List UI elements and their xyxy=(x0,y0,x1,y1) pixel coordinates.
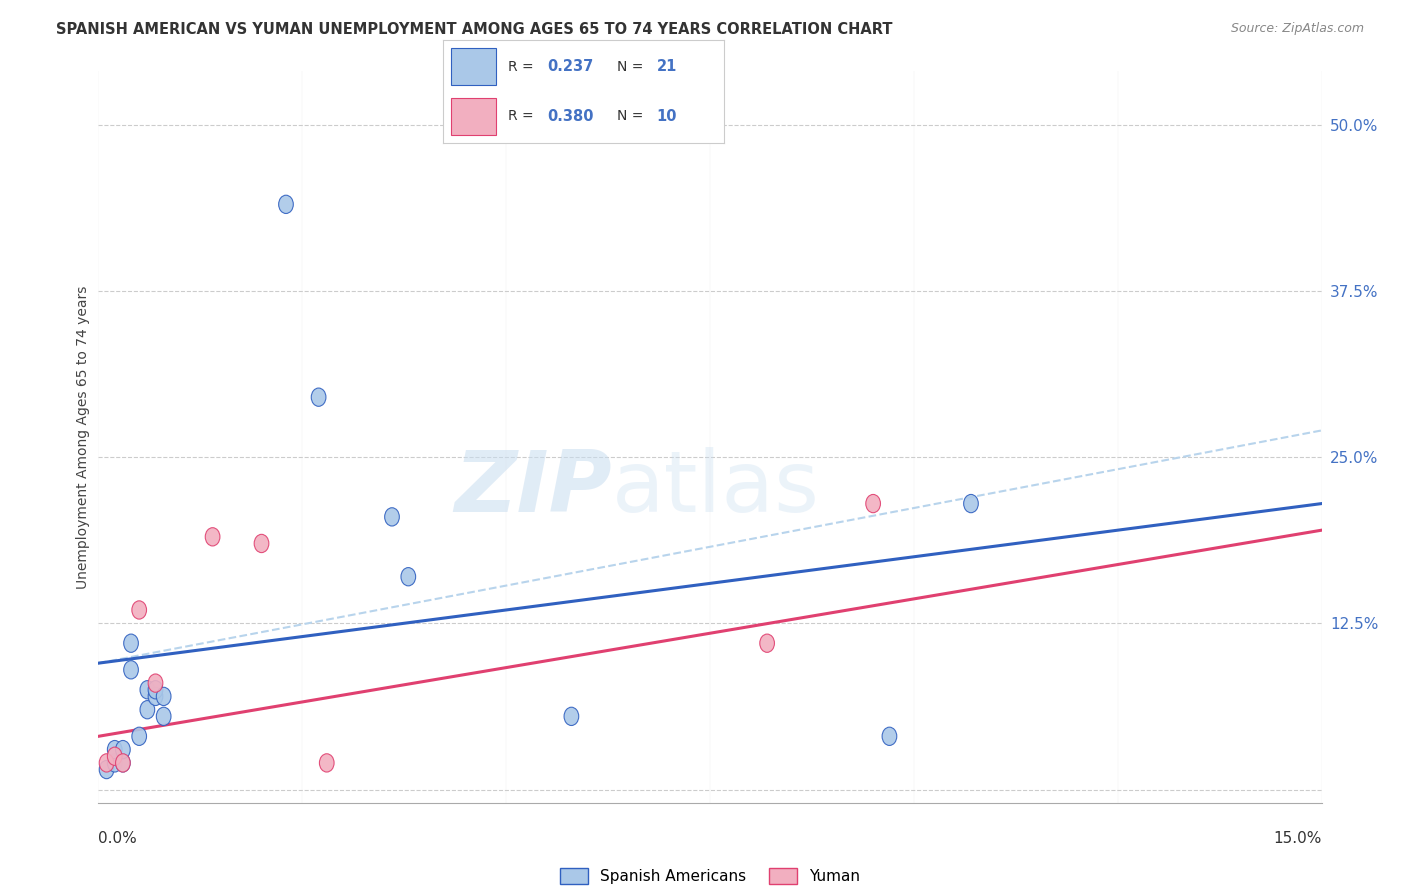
Ellipse shape xyxy=(254,534,269,553)
Ellipse shape xyxy=(107,754,122,772)
Ellipse shape xyxy=(107,740,122,759)
Ellipse shape xyxy=(148,674,163,692)
Text: 0.237: 0.237 xyxy=(547,59,593,74)
Text: R =: R = xyxy=(508,109,537,123)
Ellipse shape xyxy=(115,754,131,772)
Ellipse shape xyxy=(311,388,326,407)
Bar xyxy=(451,97,496,135)
Ellipse shape xyxy=(882,727,897,746)
Ellipse shape xyxy=(100,754,114,772)
Ellipse shape xyxy=(866,494,880,513)
Ellipse shape xyxy=(148,687,163,706)
Text: N =: N = xyxy=(617,109,648,123)
Ellipse shape xyxy=(115,740,131,759)
Ellipse shape xyxy=(205,528,219,546)
Ellipse shape xyxy=(132,601,146,619)
Ellipse shape xyxy=(124,634,138,652)
Ellipse shape xyxy=(278,195,294,213)
Text: 21: 21 xyxy=(657,59,676,74)
Text: 15.0%: 15.0% xyxy=(1274,831,1322,846)
Ellipse shape xyxy=(115,754,131,772)
Ellipse shape xyxy=(963,494,979,513)
Y-axis label: Unemployment Among Ages 65 to 74 years: Unemployment Among Ages 65 to 74 years xyxy=(76,285,90,589)
Text: atlas: atlas xyxy=(612,447,820,530)
Text: ZIP: ZIP xyxy=(454,447,612,530)
Text: 0.380: 0.380 xyxy=(547,109,593,124)
Ellipse shape xyxy=(385,508,399,526)
Ellipse shape xyxy=(141,700,155,719)
Ellipse shape xyxy=(141,681,155,699)
Ellipse shape xyxy=(759,634,775,652)
Ellipse shape xyxy=(156,707,172,725)
Text: 10: 10 xyxy=(657,109,678,124)
Text: N =: N = xyxy=(617,60,648,74)
Bar xyxy=(451,48,496,86)
Text: SPANISH AMERICAN VS YUMAN UNEMPLOYMENT AMONG AGES 65 TO 74 YEARS CORRELATION CHA: SPANISH AMERICAN VS YUMAN UNEMPLOYMENT A… xyxy=(56,22,893,37)
Text: R =: R = xyxy=(508,60,537,74)
Text: 0.0%: 0.0% xyxy=(98,831,138,846)
Ellipse shape xyxy=(401,567,416,586)
Ellipse shape xyxy=(107,747,122,765)
Legend: Spanish Americans, Yuman: Spanish Americans, Yuman xyxy=(554,862,866,890)
Ellipse shape xyxy=(319,754,335,772)
Ellipse shape xyxy=(156,687,172,706)
Ellipse shape xyxy=(100,760,114,779)
Ellipse shape xyxy=(564,707,579,725)
Ellipse shape xyxy=(148,681,163,699)
Ellipse shape xyxy=(124,661,138,679)
Ellipse shape xyxy=(132,727,146,746)
Text: Source: ZipAtlas.com: Source: ZipAtlas.com xyxy=(1230,22,1364,36)
